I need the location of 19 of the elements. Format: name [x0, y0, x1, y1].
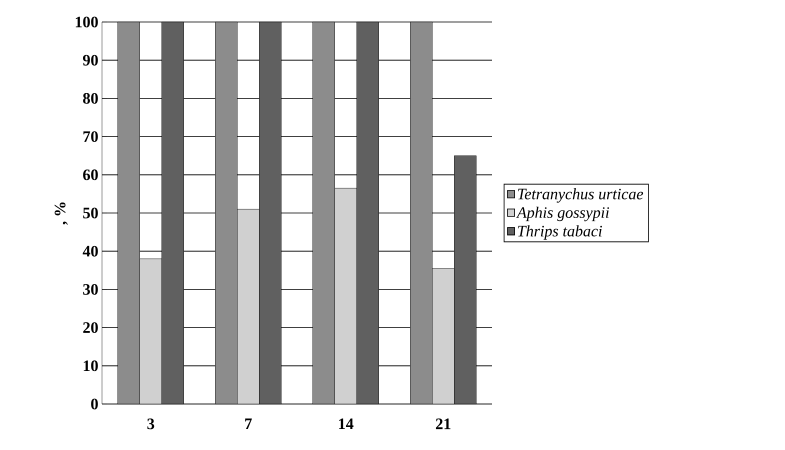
legend-label: Tetranychus urticae	[518, 188, 644, 203]
y-tick-label: 10	[84, 360, 98, 372]
y-tick-label: 0	[91, 398, 98, 410]
y-tick-label: 50	[83, 208, 98, 218]
y-tick-label: 80	[83, 93, 98, 104]
y-tick-label: 30	[83, 284, 98, 295]
x-tick-label: 7	[245, 418, 252, 429]
x-tick-label: 3	[147, 418, 154, 430]
y-tick-label: 70	[83, 131, 98, 142]
x-tick-label: 21	[436, 418, 450, 430]
y-tick-label: 60	[83, 169, 98, 180]
y-axis-title: , %	[54, 202, 68, 225]
legend-label: Thrips tabaci	[518, 225, 602, 240]
y-tick-label: 90	[82, 54, 98, 66]
x-tick-label: 14	[339, 418, 354, 430]
y-tick-label: 40	[82, 246, 98, 257]
y-tick-label: 100	[76, 16, 98, 28]
legend-label: Aphis gossypii	[516, 206, 610, 222]
y-tick-label: 20	[83, 322, 98, 333]
